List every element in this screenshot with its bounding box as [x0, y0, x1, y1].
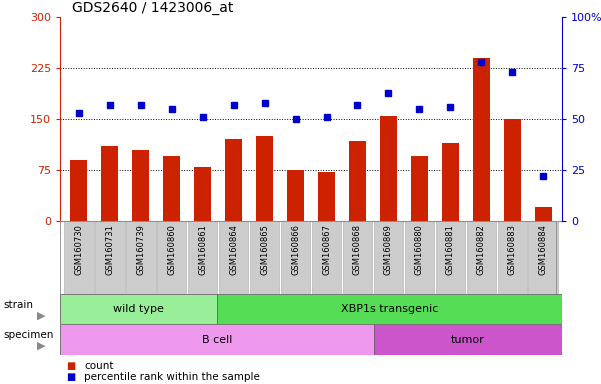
Bar [70, 160, 87, 221]
Text: B cell: B cell [202, 335, 232, 345]
Bar [312, 221, 341, 294]
Text: strain: strain [3, 300, 33, 310]
Bar [466, 221, 496, 294]
Bar [504, 119, 521, 221]
Bar [374, 324, 562, 355]
Bar [380, 116, 397, 221]
Text: GSM160739: GSM160739 [136, 224, 145, 275]
Text: GSM160865: GSM160865 [260, 224, 269, 275]
Text: percentile rank within the sample: percentile rank within the sample [84, 372, 260, 382]
Text: GSM160730: GSM160730 [74, 224, 83, 275]
Text: XBP1s transgenic: XBP1s transgenic [341, 304, 438, 314]
Bar [194, 167, 211, 221]
Bar [374, 221, 403, 294]
Bar [318, 172, 335, 221]
Text: GSM160867: GSM160867 [322, 224, 331, 275]
Bar [249, 221, 279, 294]
Text: GSM160868: GSM160868 [353, 224, 362, 275]
Bar [281, 221, 310, 294]
Bar [60, 294, 217, 324]
Text: count: count [84, 361, 114, 371]
Text: GSM160861: GSM160861 [198, 224, 207, 275]
Bar [157, 221, 186, 294]
Bar [349, 141, 366, 221]
Text: GSM160866: GSM160866 [291, 224, 300, 275]
Bar [132, 150, 149, 221]
Text: GSM160884: GSM160884 [539, 224, 548, 275]
Bar [101, 146, 118, 221]
Bar [411, 156, 428, 221]
Bar [473, 58, 490, 221]
Bar [219, 221, 248, 294]
Text: ■: ■ [66, 372, 75, 382]
Text: GSM160882: GSM160882 [477, 224, 486, 275]
Bar [126, 221, 156, 294]
Text: ▶: ▶ [37, 310, 45, 320]
Bar [188, 221, 218, 294]
Bar [442, 143, 459, 221]
Text: GSM160869: GSM160869 [384, 224, 393, 275]
Text: GSM160883: GSM160883 [508, 224, 517, 275]
Text: GDS2640 / 1423006_at: GDS2640 / 1423006_at [72, 2, 234, 15]
Bar [225, 139, 242, 221]
Bar [436, 221, 465, 294]
Text: GSM160880: GSM160880 [415, 224, 424, 275]
Bar [535, 207, 552, 221]
Bar [95, 221, 124, 294]
Text: ■: ■ [66, 361, 75, 371]
Bar [528, 221, 558, 294]
Bar [163, 156, 180, 221]
Bar [498, 221, 527, 294]
Bar [256, 136, 273, 221]
Bar [217, 294, 562, 324]
Text: tumor: tumor [451, 335, 485, 345]
Bar [343, 221, 373, 294]
Text: ▶: ▶ [37, 341, 45, 351]
Bar [404, 221, 435, 294]
Text: GSM160864: GSM160864 [229, 224, 238, 275]
Bar [64, 221, 94, 294]
Text: GSM160881: GSM160881 [446, 224, 455, 275]
Text: GSM160860: GSM160860 [167, 224, 176, 275]
Bar [60, 324, 374, 355]
Text: specimen: specimen [3, 330, 53, 340]
Text: wild type: wild type [113, 304, 164, 314]
Text: GSM160731: GSM160731 [105, 224, 114, 275]
Bar [287, 170, 304, 221]
